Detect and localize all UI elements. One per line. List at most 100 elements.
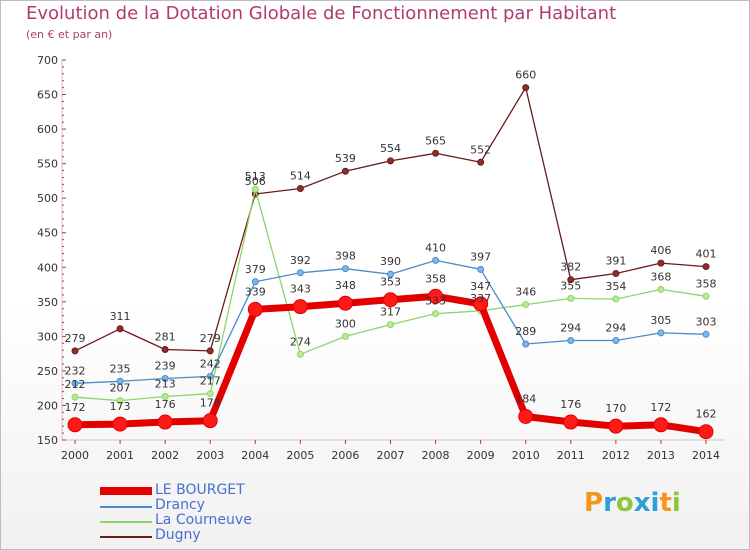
y-tick-label: 600 [37, 123, 58, 136]
data-point [116, 397, 124, 405]
data-point [702, 292, 710, 300]
x-tick-label: 2004 [241, 449, 269, 462]
data-point [71, 379, 79, 387]
data-label: 279 [200, 332, 221, 345]
data-point [116, 377, 124, 385]
y-tick-label: 300 [37, 330, 58, 343]
data-point [698, 424, 714, 440]
data-point [341, 332, 349, 340]
data-point [202, 413, 218, 429]
x-tick-label: 2007 [377, 449, 405, 462]
x-tick-label: 2006 [331, 449, 359, 462]
data-label: 382 [560, 261, 581, 274]
data-label: 554 [380, 142, 401, 155]
data-point [657, 259, 665, 267]
legend-swatch-drancy [100, 506, 152, 508]
data-label: 390 [380, 255, 401, 268]
data-label: 355 [560, 279, 581, 292]
data-label: 232 [65, 364, 86, 377]
data-point [337, 295, 353, 311]
y-tick-label: 700 [37, 54, 58, 67]
data-point [387, 321, 394, 329]
x-tick-label: 2011 [557, 449, 585, 462]
data-label: 660 [515, 69, 536, 82]
legend-label-drancy: Drancy [155, 497, 205, 513]
data-label: 565 [425, 134, 446, 147]
data-point [477, 265, 485, 273]
data-point [702, 330, 710, 338]
data-point [612, 269, 620, 277]
data-point [71, 347, 79, 355]
data-point [251, 278, 259, 286]
data-label: 184 [515, 393, 536, 406]
data-label: 294 [605, 322, 626, 335]
data-point [341, 265, 349, 273]
data-label: 401 [696, 248, 717, 261]
x-tick-label: 2009 [467, 449, 495, 462]
data-point [567, 276, 575, 284]
data-label: 339 [245, 285, 266, 298]
data-point [612, 295, 620, 303]
data-label: 406 [650, 244, 671, 257]
data-label: 294 [560, 322, 581, 335]
y-tick-label: 650 [37, 89, 58, 102]
logo-letter: i [671, 488, 681, 518]
logo-letter: t [659, 488, 672, 518]
data-label: 172 [65, 401, 86, 414]
x-tick-label: 2003 [196, 449, 224, 462]
data-point [296, 269, 304, 277]
data-point [341, 167, 349, 175]
data-label: 281 [155, 330, 176, 343]
data-label: 514 [290, 170, 311, 183]
data-point [657, 329, 665, 337]
data-label: 289 [515, 325, 536, 338]
data-point [387, 270, 394, 278]
data-label: 172 [650, 401, 671, 414]
x-tick-label: 2001 [106, 449, 134, 462]
data-label: 162 [696, 408, 717, 421]
data-point [522, 84, 530, 92]
data-point [206, 372, 214, 380]
legend-swatch-la-courneuve [100, 521, 152, 523]
logo-letter: P [584, 488, 604, 518]
data-point [522, 301, 530, 309]
data-label: 337 [470, 292, 491, 305]
data-point [473, 296, 489, 312]
data-label: 239 [155, 360, 176, 373]
data-label: 539 [335, 152, 356, 165]
data-point [67, 417, 83, 433]
data-point [563, 414, 579, 430]
data-label: 303 [696, 315, 717, 328]
data-point [296, 185, 304, 193]
x-tick-label: 2005 [286, 449, 314, 462]
y-tick-label: 350 [37, 296, 58, 309]
data-label: 235 [110, 362, 131, 375]
data-label: 300 [335, 317, 356, 330]
data-point [567, 294, 575, 302]
data-point [292, 299, 308, 315]
data-point [296, 350, 304, 358]
data-label: 410 [425, 241, 446, 254]
y-tick-label: 550 [37, 158, 58, 171]
data-label: 397 [470, 250, 491, 263]
data-label: 379 [245, 263, 266, 276]
logo-letter: o [615, 488, 634, 518]
data-label: 346 [515, 286, 536, 299]
chart-subtitle: (en € et par an) [26, 28, 113, 41]
x-tick-label: 2002 [151, 449, 179, 462]
data-label: 217 [200, 375, 221, 388]
data-point [116, 325, 124, 333]
data-point [161, 345, 169, 353]
data-label: 274 [290, 335, 311, 348]
data-label: 176 [155, 398, 176, 411]
y-tick-label: 150 [37, 434, 58, 447]
legend-label-la-courneuve: La Courneuve [155, 512, 252, 528]
x-tick-label: 2010 [512, 449, 540, 462]
chart-title: Evolution de la Dotation Globale de Fonc… [26, 3, 617, 24]
data-label: 398 [335, 250, 356, 263]
y-tick-label: 450 [37, 227, 58, 240]
data-label: 368 [650, 270, 671, 283]
x-tick-label: 2008 [422, 449, 450, 462]
data-point [206, 347, 214, 355]
data-label: 317 [380, 306, 401, 319]
